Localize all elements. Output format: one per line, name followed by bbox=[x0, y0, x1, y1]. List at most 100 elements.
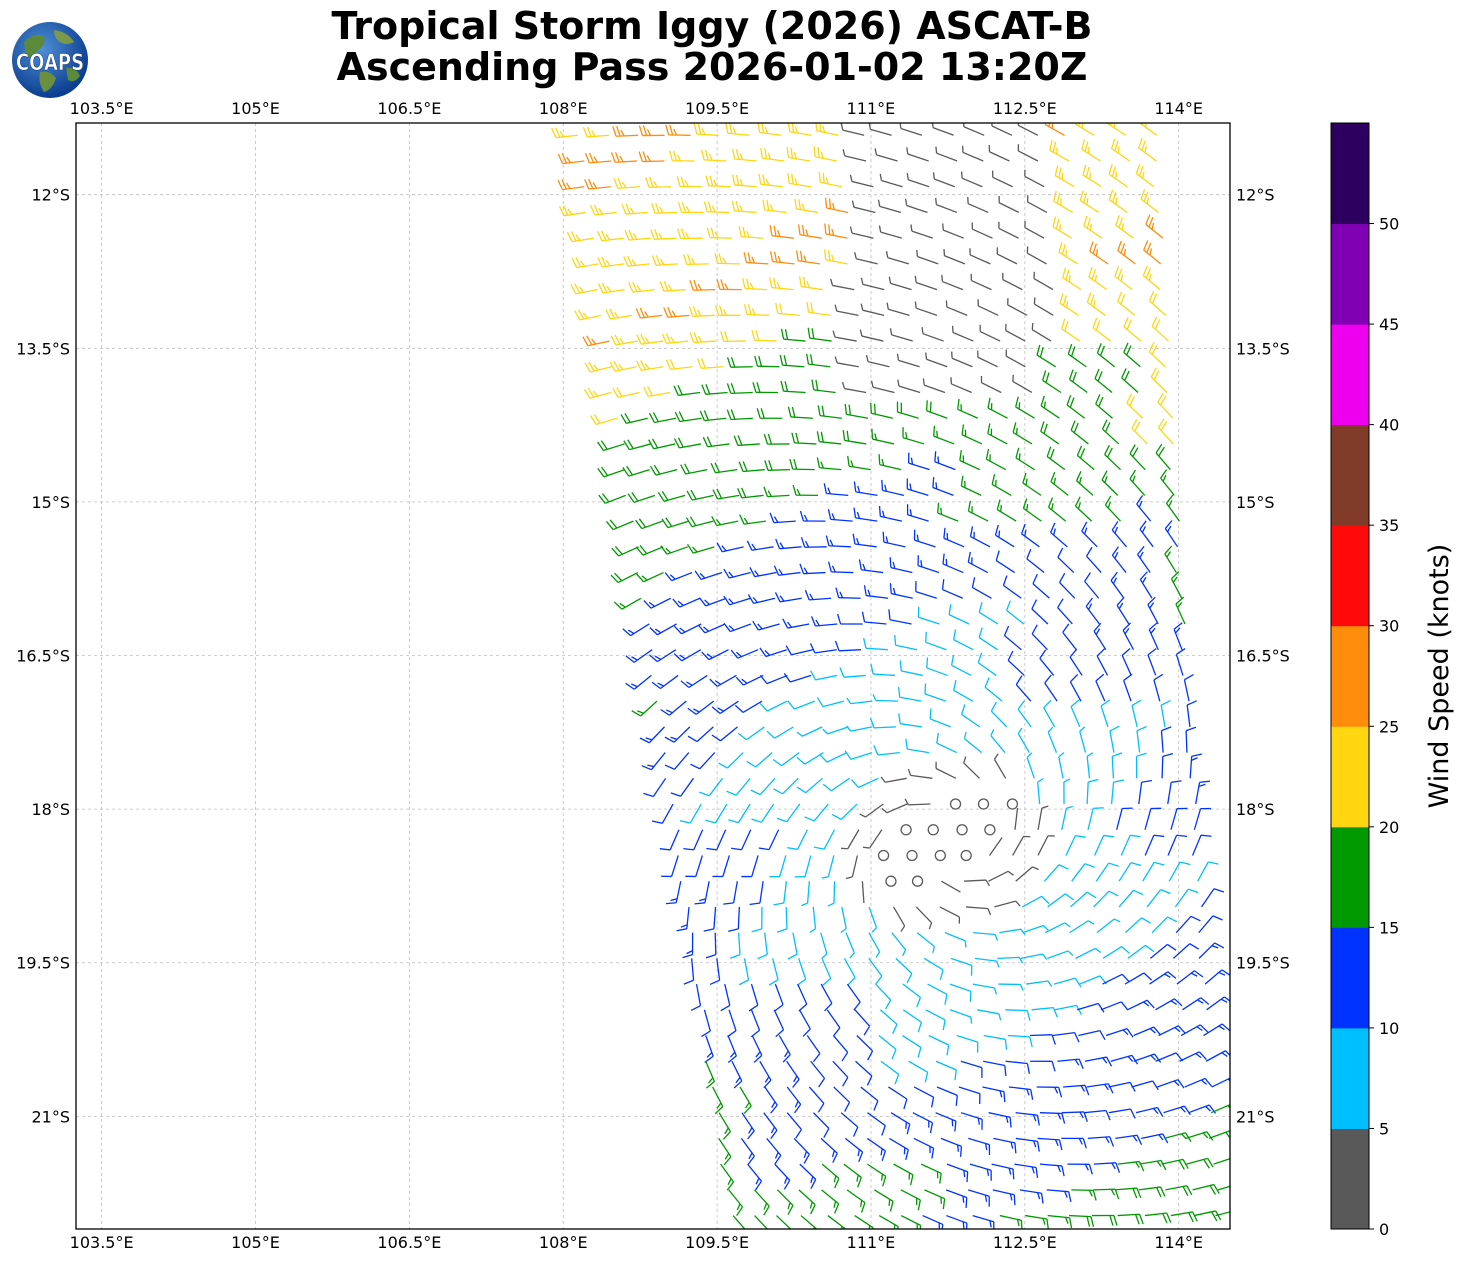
wind-barb bbox=[1138, 779, 1153, 805]
wind-barb bbox=[1002, 272, 1023, 291]
wind-barb bbox=[706, 227, 733, 239]
wind-barb bbox=[871, 428, 895, 445]
wind-barb bbox=[1083, 215, 1103, 239]
wind-barb bbox=[1164, 545, 1177, 573]
wind-barb bbox=[1131, 1080, 1159, 1091]
wind-barb bbox=[1102, 946, 1130, 959]
wind-barb bbox=[754, 355, 780, 368]
wind-barb bbox=[845, 932, 855, 959]
wind-barb bbox=[712, 488, 740, 500]
wind-barb bbox=[1183, 674, 1194, 702]
wind-barb bbox=[685, 516, 714, 528]
wind-barb bbox=[1111, 546, 1127, 573]
wind-barb bbox=[741, 855, 759, 878]
calm-wind-marker bbox=[956, 824, 968, 836]
wind-barb bbox=[863, 637, 888, 651]
wind-barb bbox=[1005, 600, 1025, 625]
wind-barb bbox=[1031, 599, 1049, 625]
wind-barb bbox=[705, 803, 728, 824]
wind-barb bbox=[624, 229, 651, 241]
wind-barb bbox=[1012, 422, 1033, 445]
wind-barb bbox=[1205, 1050, 1230, 1062]
wind-barb bbox=[749, 881, 764, 906]
wind-barb bbox=[794, 855, 812, 878]
wind-barb bbox=[741, 1112, 755, 1140]
colorbar-tick-label: 15 bbox=[1379, 918, 1399, 937]
wind-barb bbox=[1084, 1109, 1111, 1121]
wind-barb bbox=[1144, 1212, 1172, 1224]
wind-barb bbox=[1139, 1159, 1167, 1171]
wind-barb bbox=[1151, 316, 1169, 342]
wind-barb bbox=[988, 837, 1003, 856]
wind-barb bbox=[1160, 726, 1172, 753]
wind-barb bbox=[905, 198, 928, 214]
wind-barb bbox=[1030, 1060, 1056, 1072]
colorbar: 0 5 10 15 20 25 30 35 40 45 50 bbox=[1330, 122, 1399, 1239]
wind-barb bbox=[1151, 916, 1178, 934]
wind-barb bbox=[821, 1189, 840, 1214]
wind-barb bbox=[935, 146, 958, 162]
wind-barb bbox=[846, 725, 873, 732]
wind-barb bbox=[1123, 317, 1142, 342]
wind-barb bbox=[893, 1163, 914, 1186]
wind-barb bbox=[1175, 596, 1186, 625]
wind-barb bbox=[635, 307, 663, 319]
wind-barb bbox=[1148, 291, 1167, 316]
wind-barb bbox=[739, 1086, 752, 1114]
wind-barb bbox=[861, 611, 887, 625]
wind-barb bbox=[1109, 725, 1120, 753]
wind-barb bbox=[906, 504, 929, 522]
wind-barb bbox=[756, 408, 783, 419]
wind-barb bbox=[1074, 496, 1093, 522]
wind-barb bbox=[822, 777, 850, 792]
wind-barb bbox=[843, 1163, 862, 1188]
wind-barb bbox=[893, 906, 906, 932]
wind-barb bbox=[946, 1163, 969, 1183]
wind-barb bbox=[931, 123, 954, 136]
colorbar-segment bbox=[1331, 726, 1369, 828]
wind-barb bbox=[944, 932, 967, 948]
wind-barb bbox=[1019, 1189, 1044, 1204]
wind-barb bbox=[827, 561, 854, 574]
wind-barb bbox=[839, 667, 866, 678]
wind-barb bbox=[1100, 699, 1111, 728]
wind-barb bbox=[1022, 498, 1042, 522]
title-line-1: Tropical Storm Iggy (2026) ASCAT-B bbox=[331, 4, 1093, 48]
wind-barb bbox=[1091, 1214, 1118, 1226]
wind-barb bbox=[664, 726, 691, 743]
wind-barb bbox=[820, 983, 833, 1012]
wind-barb bbox=[873, 1189, 894, 1212]
wind-barb bbox=[953, 629, 974, 651]
wind-barb bbox=[870, 402, 893, 419]
wind-barb bbox=[844, 750, 873, 760]
wind-barb bbox=[661, 333, 689, 344]
wind-barb bbox=[1117, 1160, 1145, 1172]
lon-tick-label-top: 109.5°E bbox=[685, 99, 749, 118]
wind-barb bbox=[786, 1086, 802, 1114]
wind-barb bbox=[1014, 807, 1019, 830]
wind-barb bbox=[800, 537, 827, 548]
wind-barb bbox=[1157, 392, 1174, 419]
wind-barb bbox=[623, 255, 650, 267]
wind-barb bbox=[757, 932, 768, 960]
wind-barb bbox=[1148, 342, 1166, 368]
wind-barb bbox=[977, 350, 998, 368]
logo-text: COAPS bbox=[16, 49, 84, 75]
wind-barb bbox=[878, 1035, 897, 1060]
wind-barb bbox=[816, 457, 842, 471]
wind-barb bbox=[638, 125, 665, 137]
wind-barb bbox=[971, 222, 993, 239]
wind-barb bbox=[817, 405, 842, 419]
wind-barb bbox=[922, 378, 946, 394]
wind-barb bbox=[748, 983, 759, 1012]
wind-barb bbox=[966, 906, 992, 916]
wind-barb bbox=[1005, 1009, 1031, 1021]
wind-barb bbox=[1104, 495, 1121, 522]
wind-barb bbox=[835, 587, 861, 599]
wind-barb bbox=[1127, 999, 1155, 1011]
wind-barb bbox=[651, 674, 679, 690]
wind-barb bbox=[1123, 673, 1133, 702]
wind-barb bbox=[921, 326, 944, 342]
wind-barb bbox=[1044, 922, 1071, 934]
wind-barb bbox=[950, 377, 972, 394]
